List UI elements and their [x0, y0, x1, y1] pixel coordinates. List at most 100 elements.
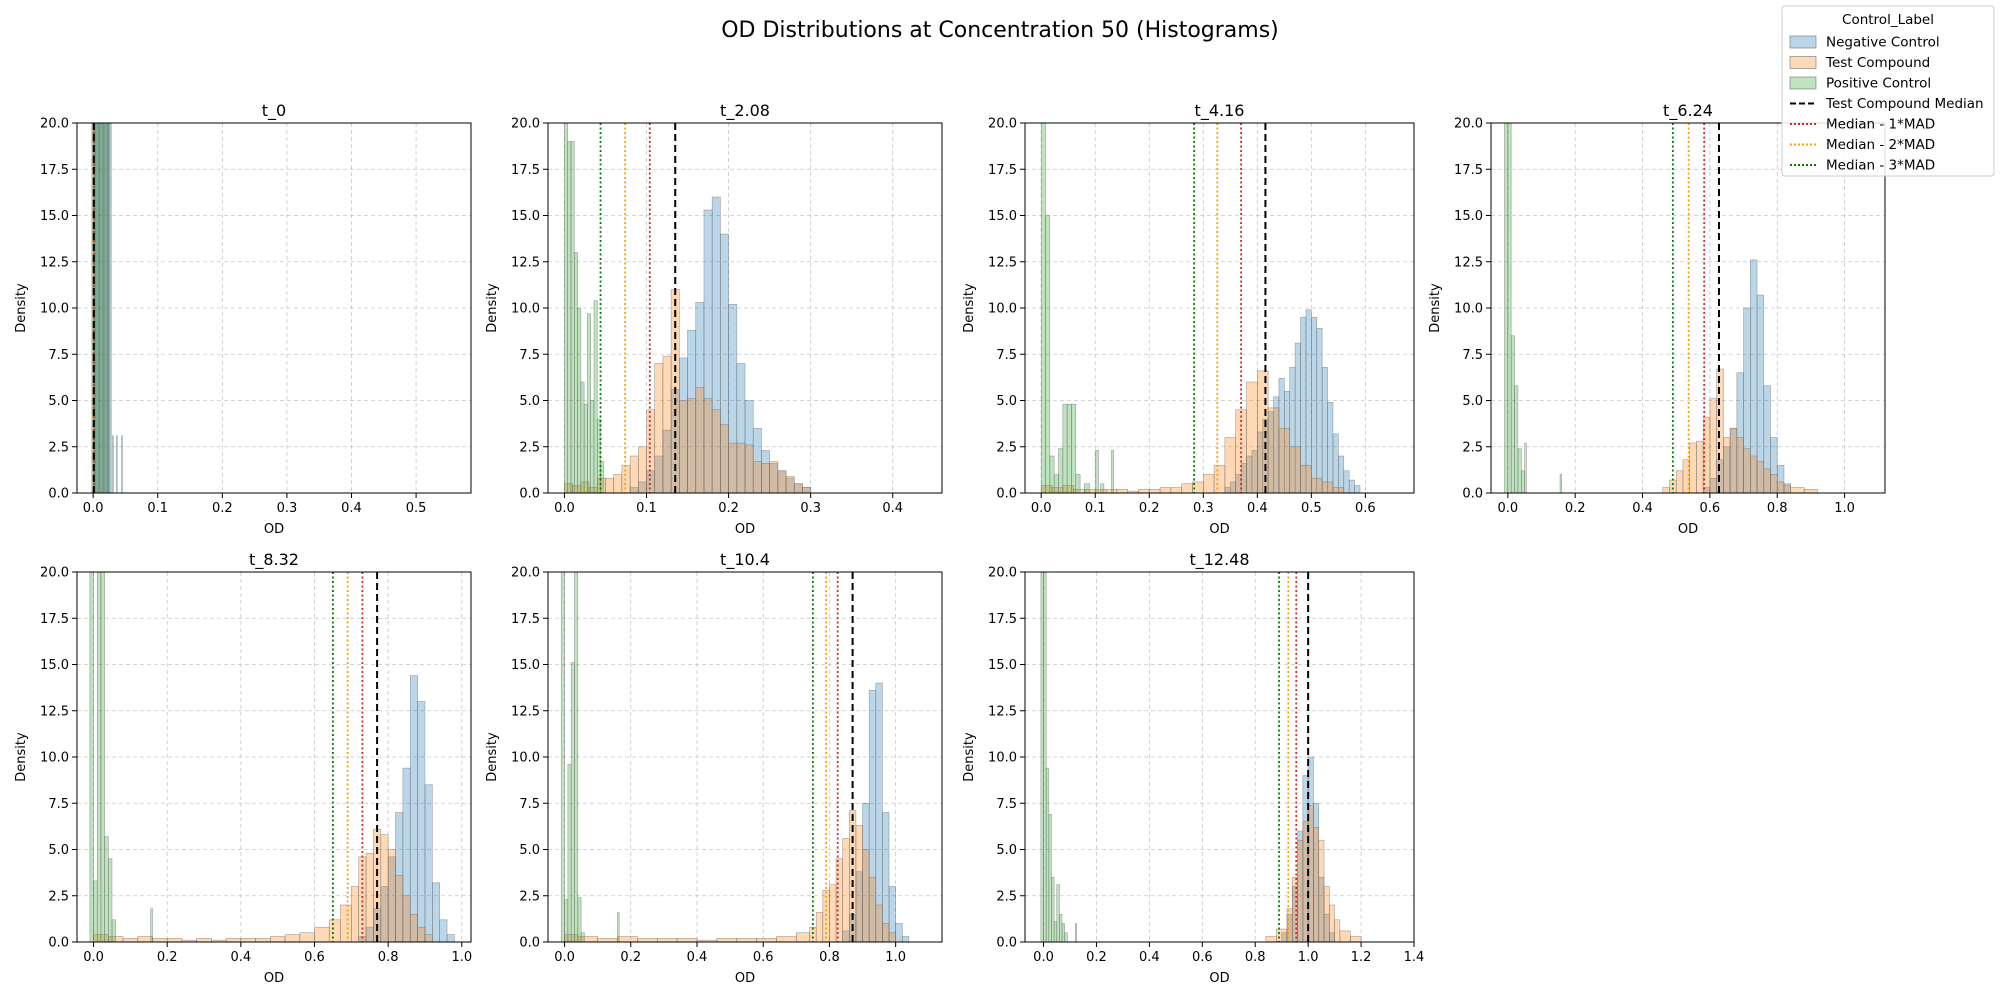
x-tick-label: 0.2 — [157, 950, 178, 965]
y-tick-label: 5.0 — [1462, 394, 1483, 409]
x-tick-label: 0.4 — [1632, 501, 1653, 516]
x-tick-label: 1.2 — [1351, 950, 1372, 965]
panel-title: t_8.32 — [249, 550, 299, 570]
hist-bar-test-compound — [1689, 442, 1697, 493]
hist-bar-test-compound — [299, 932, 315, 942]
y-tick-label: 12.5 — [988, 704, 1017, 719]
y-tick-label: 10.0 — [40, 751, 69, 766]
hist-bar-test-compound — [761, 463, 770, 493]
hist-bar-test-compound — [1257, 370, 1269, 493]
hist-bar-test-compound — [1334, 919, 1341, 942]
panel-title: t_2.08 — [720, 101, 770, 121]
hist-bar-test-compound — [736, 442, 746, 493]
y-axis-label: Density — [1428, 283, 1443, 333]
y-tick-label: 17.5 — [40, 163, 69, 178]
hist-bar-positive-control — [574, 572, 579, 942]
panel-t_8.32: 0.0 0.2 0.4 0.6 0.8 1.0 0.0 2.5 5.0 7.5 10.0 12.5 15… — [14, 550, 472, 986]
legend-label: Median - 3*MAD — [1826, 158, 1935, 174]
hist-bar-test-compound — [255, 937, 271, 942]
hist-bar-test-compound — [196, 937, 212, 942]
x-tick-label: 1.0 — [1834, 501, 1855, 516]
hist-bar-positive-control — [111, 919, 116, 942]
y-tick-label: 10.0 — [40, 302, 69, 317]
hist-bar-positive-control — [101, 123, 106, 493]
hist-bar-test-compound — [1267, 407, 1280, 493]
hist-bar-positive-control — [1066, 403, 1072, 493]
hist-bar-negative-control — [439, 919, 448, 942]
hist-bar-positive-control — [590, 400, 595, 493]
x-tick-label: 0.0 — [554, 501, 575, 516]
y-tick-label: 20.0 — [1454, 117, 1483, 132]
x-tick-label: 0.2 — [620, 950, 641, 965]
y-tick-label: 5.0 — [996, 394, 1017, 409]
hist-bar-negative-control — [432, 882, 441, 942]
panel-t_4.16: 0.0 0.1 0.2 0.3 0.4 0.5 0.6 0.0 2.5 5.0 7.5 10.0 12.… — [962, 101, 1415, 537]
panel-t_10.4: 0.0 0.2 0.4 0.6 0.8 1.0 0.0 2.5 5.0 7.5 10.0 12.5 15… — [485, 550, 943, 986]
x-tick-label: 0.0 — [83, 950, 104, 965]
hist-bar-negative-control — [1316, 328, 1323, 493]
hist-bar-test-compound — [122, 937, 139, 942]
y-tick-label: 7.5 — [996, 797, 1017, 812]
hist-bar-test-compound — [695, 387, 705, 493]
legend-label: Median - 2*MAD — [1826, 137, 1935, 153]
x-tick-label: 1.0 — [1298, 950, 1319, 965]
x-tick-label: 0.4 — [341, 501, 362, 516]
hist-bar-test-compound — [1289, 446, 1301, 493]
x-tick-label: 0.3 — [1193, 501, 1214, 516]
y-tick-label: 7.5 — [48, 348, 69, 363]
hist-bar-positive-control — [1061, 923, 1065, 942]
x-tick-label: 0.0 — [1033, 950, 1054, 965]
hist-bar-test-compound — [1181, 483, 1193, 493]
legend-entry: Negative Control — [1789, 35, 1940, 51]
hist-bar-negative-control — [121, 435, 123, 493]
hist-bar-positive-control — [577, 307, 582, 493]
y-tick-label: 17.5 — [511, 163, 540, 178]
hist-bar-positive-control — [1043, 572, 1047, 942]
hist-bar-positive-control — [564, 899, 569, 942]
figure-suptitle: OD Distributions at Concentration 50 (Hi… — [721, 18, 1279, 43]
x-tick-label: 0.4 — [687, 950, 708, 965]
legend-label: Median - 1*MAD — [1826, 117, 1935, 133]
hist-bar-negative-control — [901, 936, 910, 942]
hist-bar-test-compound — [829, 884, 837, 942]
hist-bar-positive-control — [1074, 923, 1077, 942]
hist-bar-test-compound — [1329, 904, 1335, 942]
hist-bar-test-compound — [769, 461, 779, 493]
hist-bar-positive-control — [567, 141, 572, 493]
y-tick-label: 5.0 — [519, 394, 540, 409]
x-tick-label: 0.2 — [1086, 950, 1107, 965]
hist-bar-test-compound — [815, 912, 824, 942]
hist-bar-positive-control — [1051, 876, 1055, 942]
hist-bar-negative-control — [446, 934, 455, 942]
hist-bar-test-compound — [1323, 886, 1330, 942]
y-tick-label: 5.0 — [996, 843, 1017, 858]
x-tick-label: 0.4 — [231, 950, 252, 965]
hist-bar-positive-control — [1094, 450, 1099, 493]
hist-bar-test-compound — [597, 937, 618, 942]
hist-bar-test-compound — [1803, 488, 1818, 493]
hist-bar-test-compound — [1213, 464, 1226, 493]
hist-bar-test-compound — [785, 476, 795, 493]
x-tick-label: 1.0 — [885, 950, 906, 965]
hist-bar-test-compound — [882, 923, 890, 942]
y-tick-label: 20.0 — [511, 117, 540, 132]
panel-t_12.48: 0.0 0.2 0.4 0.6 0.8 1.0 1.2 1.4 0.0 2.5 5.0 7.5 10.0… — [962, 550, 1424, 986]
hist-bar-positive-control — [564, 123, 569, 493]
y-axis-label: Density — [962, 732, 977, 782]
hist-bar-test-compound — [1278, 427, 1291, 493]
hist-bar-test-compound — [1311, 477, 1323, 493]
x-tick-label: 0.8 — [378, 950, 399, 965]
panel-title: t_10.4 — [720, 550, 770, 570]
legend-frame — [1781, 5, 1995, 177]
hist-bar-test-compound — [802, 487, 811, 493]
hist-bar-test-compound — [1332, 487, 1345, 493]
hist-bar-test-compound — [1702, 416, 1711, 493]
x-tick-label: 0.3 — [800, 501, 821, 516]
hist-bar-test-compound — [387, 849, 396, 942]
x-axis-label: OD — [1209, 971, 1229, 986]
x-axis-label: OD — [1209, 522, 1229, 537]
x-axis-label: OD — [264, 522, 284, 537]
y-tick-label: 10.0 — [988, 751, 1017, 766]
hist-bar-test-compound — [687, 398, 697, 493]
